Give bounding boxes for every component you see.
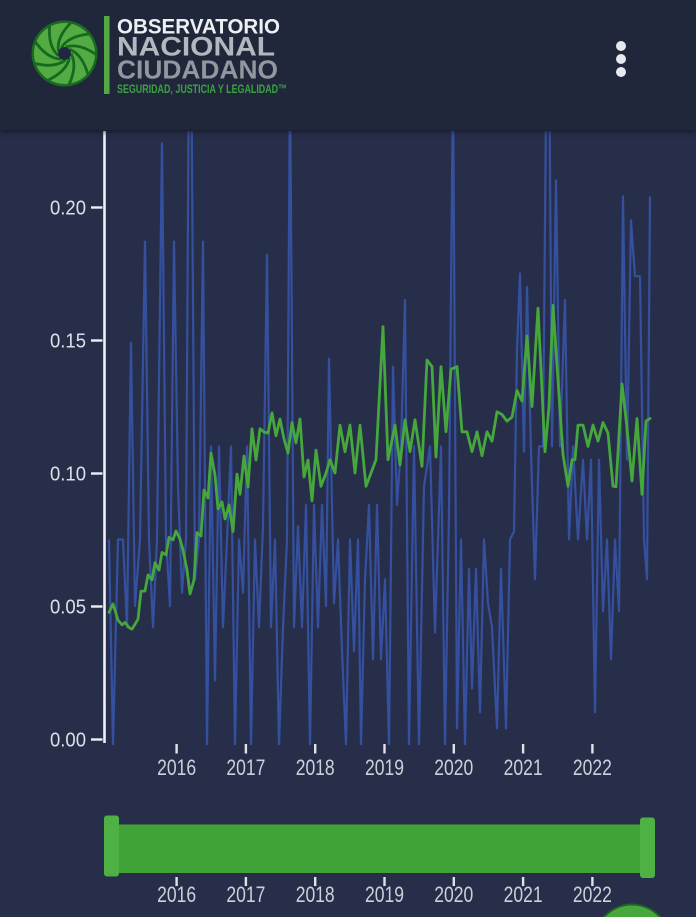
svg-text:OBSERVATORIO: OBSERVATORIO (117, 15, 280, 38)
svg-text:0.15: 0.15 (50, 331, 86, 353)
svg-text:2019: 2019 (365, 755, 404, 780)
svg-text:NACIONAL: NACIONAL (117, 32, 275, 62)
svg-text:2019: 2019 (365, 882, 404, 907)
svg-text:SEGURIDAD, JUSTICIA Y LEGALIDA: SEGURIDAD, JUSTICIA Y LEGALIDAD™ (117, 82, 287, 96)
svg-text:2021: 2021 (504, 755, 543, 780)
svg-text:2020: 2020 (434, 882, 473, 907)
svg-text:2017: 2017 (226, 882, 265, 907)
svg-text:2016: 2016 (157, 755, 196, 780)
svg-text:2022: 2022 (573, 755, 612, 780)
svg-text:2020: 2020 (434, 755, 473, 780)
svg-text:0.20: 0.20 (50, 198, 86, 220)
svg-text:0.00: 0.00 (50, 730, 86, 752)
svg-text:0.05: 0.05 (50, 597, 86, 619)
svg-text:CIUDADANO: CIUDADANO (117, 56, 278, 84)
svg-text:2021: 2021 (504, 882, 543, 907)
svg-text:2017: 2017 (226, 755, 265, 780)
svg-text:2022: 2022 (573, 882, 612, 907)
svg-text:2018: 2018 (296, 882, 335, 907)
svg-text:2016: 2016 (157, 882, 196, 907)
svg-text:0.10: 0.10 (50, 464, 86, 486)
svg-text:2018: 2018 (296, 755, 335, 780)
